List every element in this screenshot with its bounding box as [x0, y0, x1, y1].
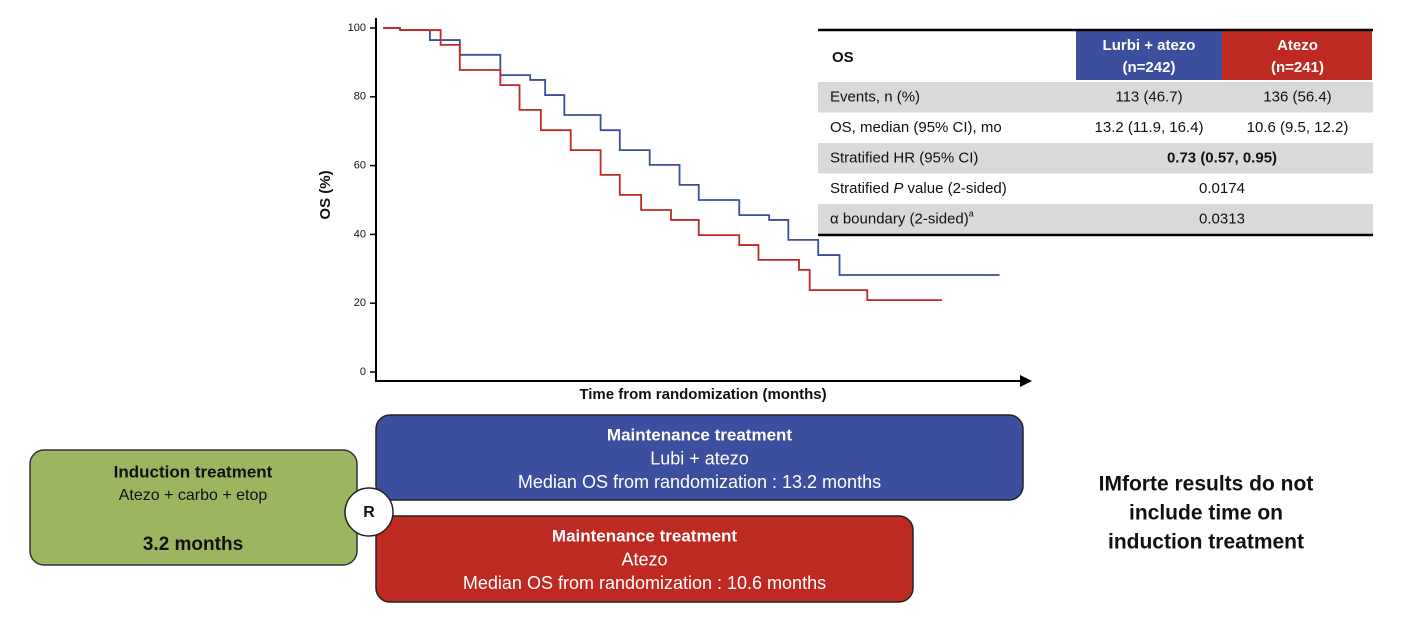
- cell: 13.2 (11.9, 16.4): [1095, 119, 1204, 136]
- header-cell: [1076, 30, 1222, 80]
- y-tick-label: 80: [354, 91, 366, 103]
- arm-median: Median OS from randomization : 13.2 mont…: [518, 472, 881, 492]
- label-part: OS, median (95% CI), mo: [830, 119, 1002, 136]
- arm-median: Median OS from randomization : 10.6 mont…: [463, 573, 826, 593]
- row-bg: [818, 82, 1373, 113]
- arm-regimen: Lubi + atezo: [650, 448, 749, 468]
- note-line: include time on: [1129, 502, 1283, 525]
- induction-title: Induction treatment: [114, 462, 273, 481]
- label-part: value (2-sided): [903, 180, 1006, 197]
- y-tick-label: 20: [354, 297, 366, 309]
- label-part: P: [893, 180, 903, 197]
- row-label: Stratified P value (2-sided): [830, 180, 1007, 197]
- y-tick-label: 0: [360, 366, 366, 378]
- cell: 0.0174: [1199, 180, 1245, 197]
- cell: 113 (46.7): [1115, 88, 1182, 105]
- y-tick-label: 40: [354, 228, 366, 240]
- label-part: α boundary (2-sided): [830, 210, 969, 227]
- arm-regimen: Atezo: [621, 549, 667, 569]
- row-bg: [818, 143, 1373, 174]
- randomization-circle: [344, 487, 394, 537]
- cell: 10.6 (9.5, 12.2): [1247, 119, 1349, 136]
- row-bg: [818, 204, 1373, 235]
- note-line: IMforte results do not: [1099, 473, 1314, 496]
- label-part: Stratified HR (95% CI): [830, 149, 978, 166]
- y-axis-title: OS (%): [317, 170, 334, 219]
- row-label: α boundary (2-sided)a: [830, 209, 974, 228]
- induction-regimen: Atezo + carbo + etop: [119, 487, 268, 504]
- induction-duration: 3.2 months: [143, 534, 243, 555]
- header-name: Atezo: [1277, 37, 1318, 54]
- label-part: a: [969, 209, 974, 219]
- arm-box: [375, 414, 1024, 501]
- x-axis-title: Time from randomization (months): [579, 386, 826, 403]
- label-part: Events, n (%): [830, 88, 920, 105]
- header-n: (n=242): [1123, 59, 1176, 76]
- header-name: Lurbi + atezo: [1103, 37, 1196, 54]
- header-cell: [1222, 30, 1372, 80]
- km-curve: [383, 27, 942, 302]
- cell: 136 (56.4): [1263, 88, 1331, 105]
- cell: 0.0313: [1199, 210, 1245, 227]
- label-part: Stratified: [830, 180, 893, 197]
- row-label: Events, n (%): [830, 88, 920, 105]
- row-label: Stratified HR (95% CI): [830, 149, 978, 166]
- randomization-label: R: [363, 504, 375, 521]
- y-tick-label: 60: [354, 160, 366, 172]
- header-n: (n=241): [1271, 59, 1324, 76]
- row-label: OS, median (95% CI), mo: [830, 119, 1002, 136]
- arm-title: Maintenance treatment: [607, 425, 792, 444]
- y-tick-label: 100: [348, 22, 366, 34]
- arm-box: [375, 515, 914, 603]
- x-axis-arrow: [1020, 375, 1032, 387]
- arm-title: Maintenance treatment: [552, 526, 737, 545]
- note-line: induction treatment: [1108, 531, 1304, 554]
- header-label: OS: [832, 49, 854, 66]
- cell: 0.73 (0.57, 0.95): [1167, 149, 1277, 166]
